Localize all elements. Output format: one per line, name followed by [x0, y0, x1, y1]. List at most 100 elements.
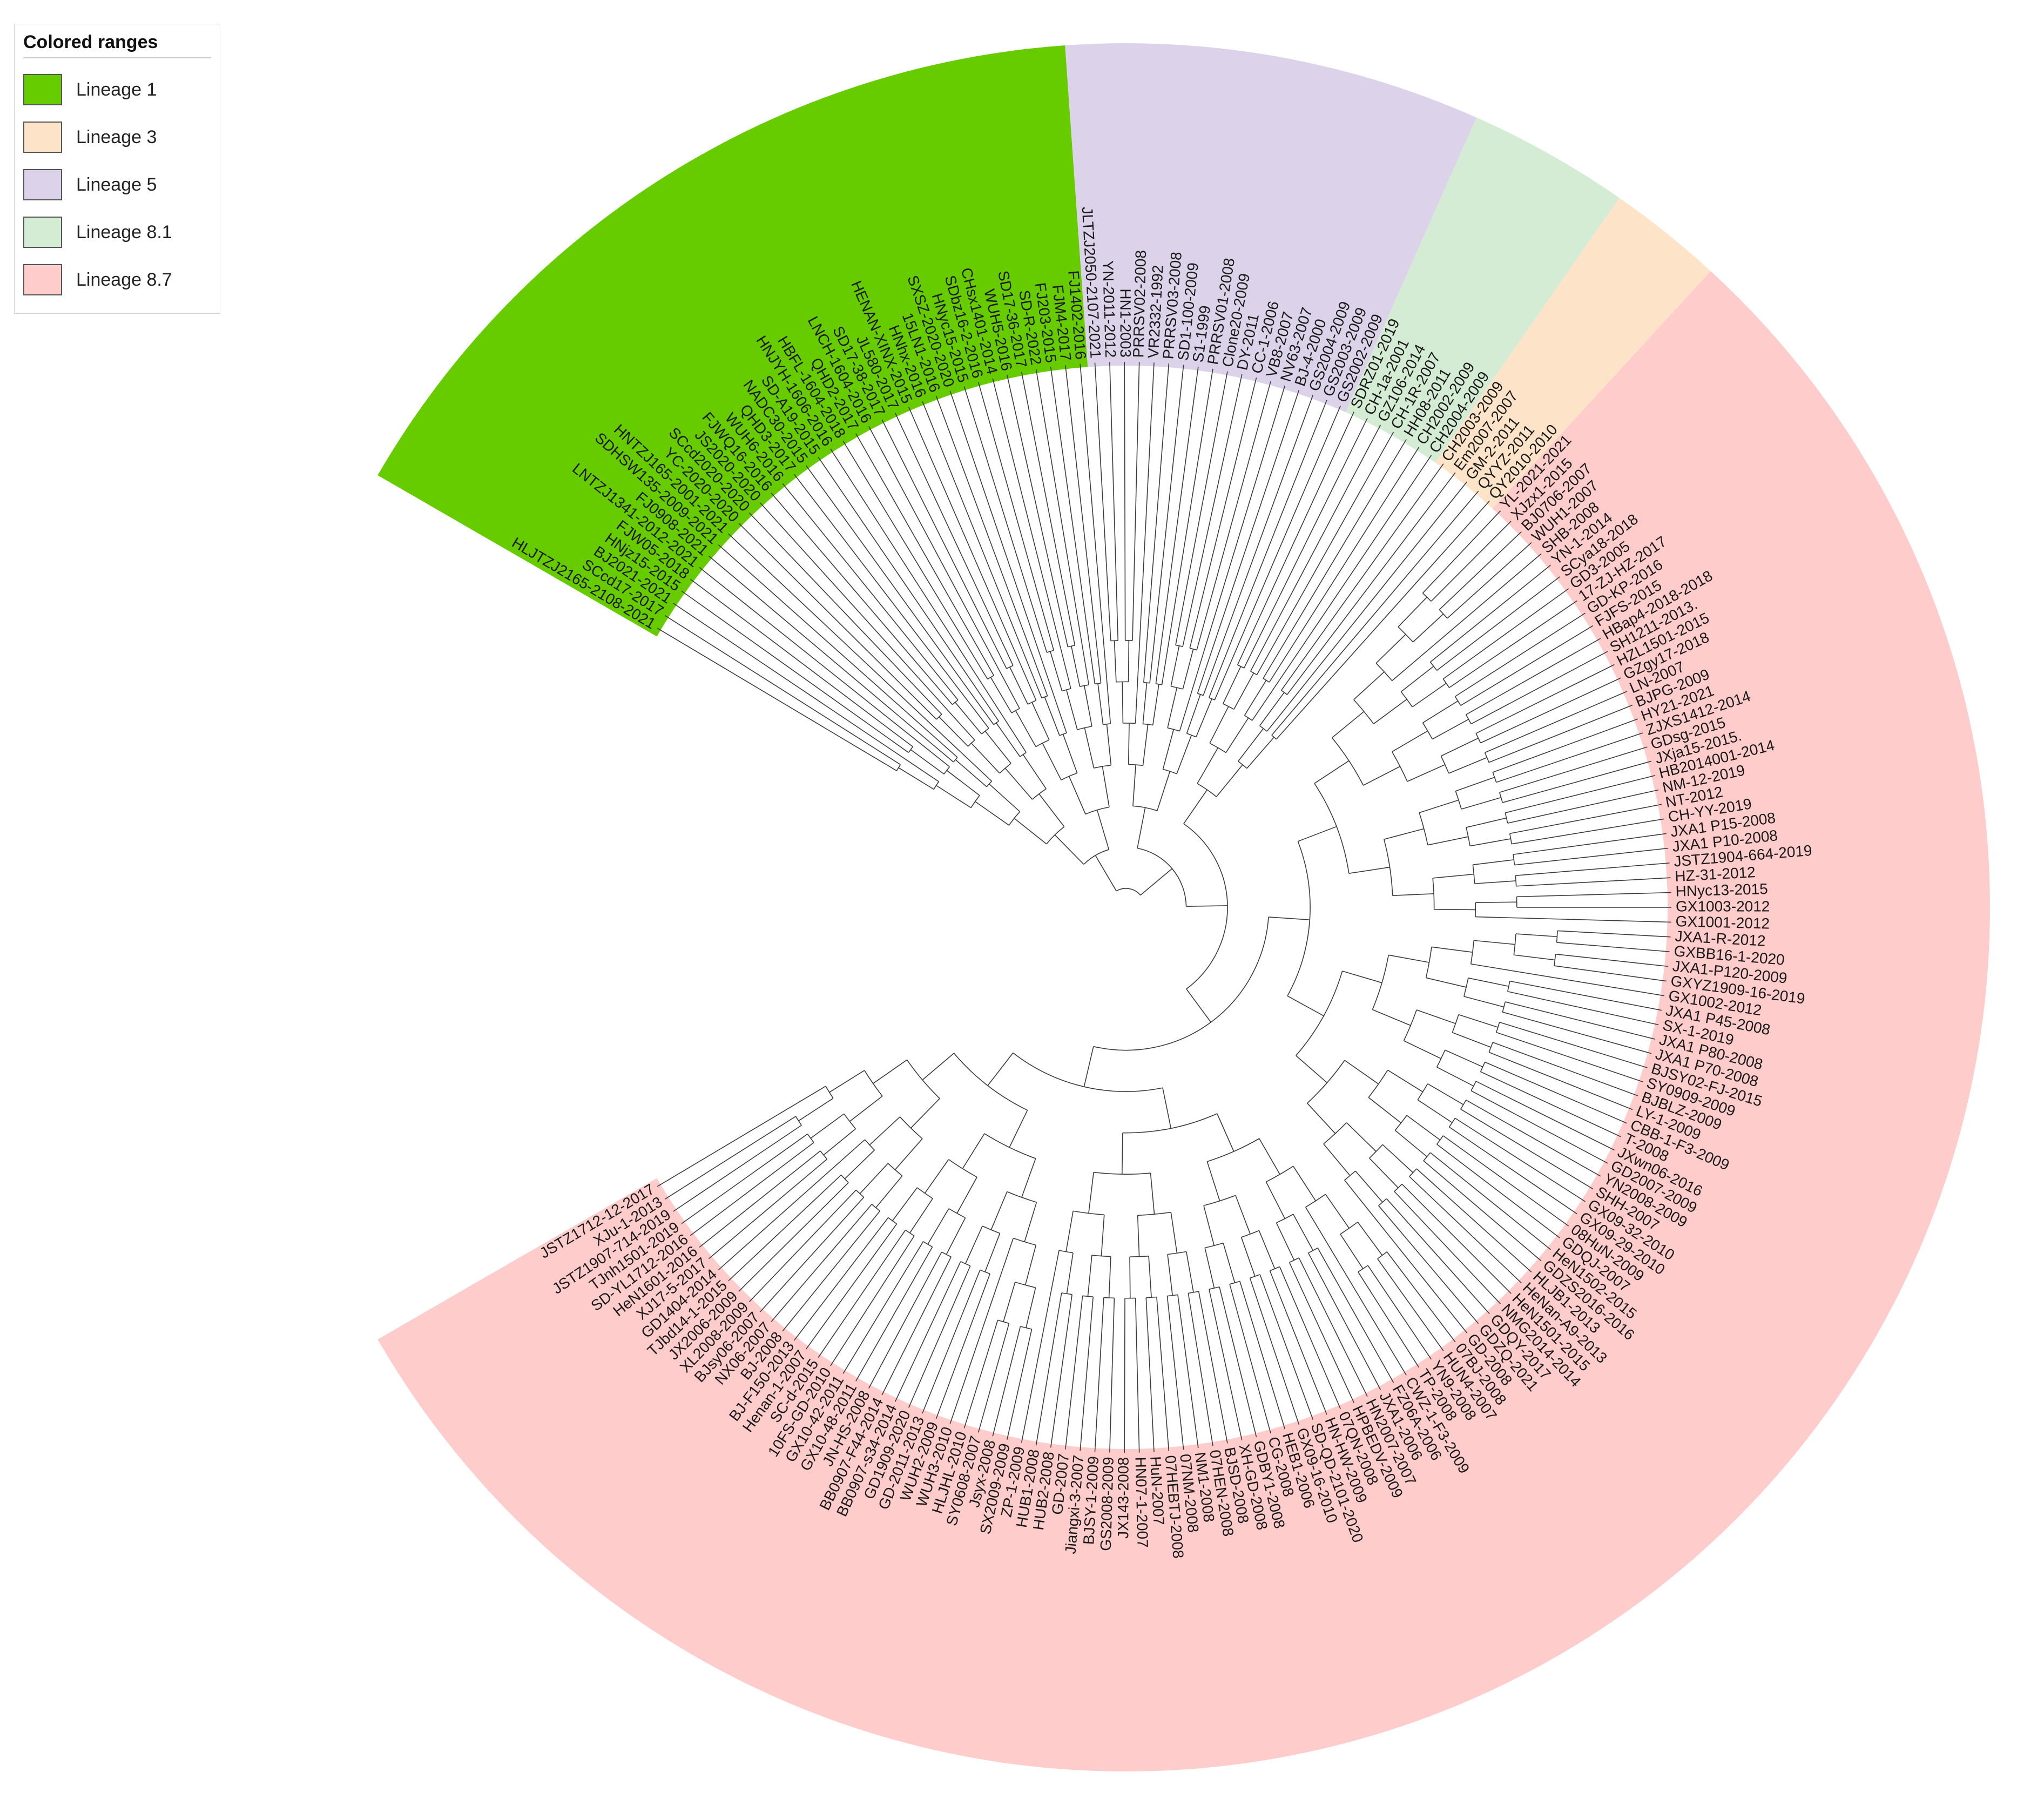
branch-line — [971, 743, 1000, 774]
branch-line — [794, 1217, 889, 1341]
branch-line — [1162, 729, 1175, 770]
branch-line — [1170, 1212, 1178, 1254]
branch-line — [1392, 553, 1542, 682]
branch-line — [1066, 1252, 1074, 1294]
branch-arc — [1384, 839, 1393, 896]
branch-line — [794, 474, 989, 729]
legend-swatch — [23, 169, 62, 200]
legend-item: Lineage 8.1 — [23, 208, 211, 256]
branch-line — [1513, 833, 1667, 855]
leaf-label: JX143-2008 — [1115, 1457, 1131, 1539]
branch-line — [708, 555, 954, 763]
branch-line — [1455, 777, 1495, 792]
legend-label: Lineage 8.1 — [76, 221, 172, 242]
legend-label: Lineage 8.7 — [76, 269, 172, 290]
branch-line — [1235, 1195, 1251, 1235]
branch-line — [1109, 362, 1119, 641]
branch-line — [1239, 1281, 1286, 1430]
branch-line — [1271, 490, 1479, 736]
legend-item: Lineage 8.7 — [23, 256, 211, 304]
branch-line — [1404, 1040, 1441, 1059]
branch-line — [1238, 728, 1264, 762]
branch-line — [1246, 737, 1274, 769]
branch-line — [1068, 776, 1086, 814]
branch-line — [1369, 1157, 1399, 1188]
branch-line — [830, 448, 1027, 753]
branch-line — [1509, 980, 1662, 1011]
branch-line — [1342, 971, 1382, 983]
branch-line — [1268, 917, 1310, 920]
branch-line — [1259, 692, 1285, 726]
branch-line — [1488, 1052, 1633, 1110]
branch-arc — [844, 1113, 856, 1129]
branch-line — [875, 1175, 903, 1208]
branch-line — [1480, 677, 1621, 744]
branch-line — [1250, 425, 1381, 672]
branch-line — [1492, 1042, 1638, 1096]
branch-line — [949, 1238, 1014, 1424]
branch-line — [859, 1163, 888, 1194]
branch-line — [1021, 1158, 1036, 1198]
branch-line — [1382, 1144, 1414, 1173]
branch-line — [1473, 859, 1514, 865]
branch-line — [1094, 362, 1111, 641]
branch-arc — [1068, 645, 1075, 648]
branch-line — [949, 390, 1067, 733]
branch-line — [1401, 1183, 1512, 1294]
branch-line — [1332, 711, 1365, 738]
branch-arc — [1083, 849, 1109, 865]
branch-line — [1431, 521, 1512, 602]
branch-arc — [840, 1175, 849, 1183]
branch-line — [1152, 684, 1159, 725]
branch-line — [1422, 510, 1501, 594]
branch-arc — [888, 1217, 898, 1224]
branch-line — [1096, 810, 1110, 850]
branch-line — [1314, 760, 1350, 784]
branch-line — [1367, 1265, 1432, 1360]
branch-line — [873, 1059, 907, 1084]
branch-line — [849, 1095, 883, 1122]
branch-line — [657, 1086, 826, 1187]
branch-line — [1050, 651, 1063, 691]
branch-line — [1475, 664, 1615, 734]
branch-line — [1460, 1109, 1594, 1190]
branch-line — [1142, 683, 1148, 724]
branch-line — [728, 1174, 842, 1282]
branch-line — [1026, 1287, 1036, 1328]
branch-line — [1507, 991, 1659, 1026]
branch-line — [1137, 1215, 1140, 1257]
branch-line — [1097, 683, 1104, 725]
branch-line — [1325, 1194, 1350, 1229]
branch-line — [922, 1053, 954, 1081]
branch-line — [1447, 542, 1532, 619]
branch-line — [1121, 1133, 1123, 1175]
branch-line — [1305, 1207, 1407, 1376]
branch-line — [1124, 362, 1126, 641]
branch-line — [1204, 1248, 1215, 1289]
branch-line — [1176, 735, 1192, 774]
branch-arc — [1094, 1171, 1151, 1175]
branch-line — [1179, 385, 1286, 731]
branch-line — [690, 578, 913, 747]
branch-line — [1492, 718, 1638, 773]
branch-line — [1084, 685, 1092, 726]
branch-line — [1279, 1266, 1341, 1409]
branch-line — [1439, 531, 1522, 610]
branch-line — [1432, 719, 1469, 740]
branch-line — [1189, 378, 1257, 649]
branch-line — [1363, 766, 1400, 786]
branch-line — [657, 628, 897, 771]
branch-line — [946, 770, 980, 796]
leaf-label: HN1-2003 — [1117, 288, 1134, 358]
branch-line — [771, 1204, 872, 1322]
branch-line — [829, 1070, 865, 1093]
branch-line — [1062, 734, 1078, 773]
branch-line — [1188, 1293, 1213, 1446]
branch-line — [1375, 634, 1406, 664]
branch-line — [1455, 612, 1586, 697]
branch-line — [908, 1265, 971, 1408]
branch-line — [1502, 760, 1652, 803]
branch-line — [1065, 365, 1102, 684]
branch-line — [1386, 1251, 1456, 1343]
branch-line — [1088, 1172, 1094, 1214]
